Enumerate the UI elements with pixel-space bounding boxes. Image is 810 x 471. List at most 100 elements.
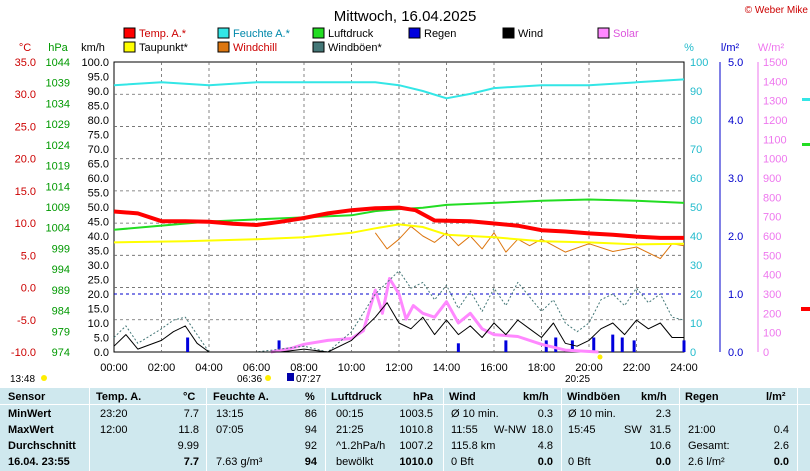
tick-label-hum: 70 (690, 144, 702, 156)
tick-label-temp: -5.0 (17, 315, 36, 327)
tick-label-rain: 1.0 (728, 289, 743, 301)
tick-label-solar: 200 (763, 308, 781, 320)
tick-label-temp: 5.0 (21, 250, 36, 262)
tick-label-press: 1039 (46, 78, 70, 90)
header-hum: Feuchte A. (213, 391, 269, 403)
tick-label-solar: 1100 (763, 134, 787, 146)
tick-label-press: 1024 (46, 140, 70, 152)
series-line-taupunkt (113, 223, 685, 246)
table-cell-wind-desc: 0 Bft (451, 456, 474, 468)
tick-label-press: 999 (52, 243, 70, 255)
tick-label-hum: 90 (690, 86, 702, 98)
axis-label-temp: °C (19, 42, 31, 54)
tick-label-wind: 80.0 (88, 115, 109, 127)
tick-label-wind: 55.0 (88, 188, 109, 200)
edge-marker-hum (802, 98, 810, 101)
table-cell-temp-time: 12:00 (100, 424, 128, 436)
header-sensor: Sensor (8, 391, 46, 403)
tick-label-wind: 60.0 (88, 173, 109, 185)
series-line-windchill (374, 225, 685, 260)
tick-label-rain: 0.0 (728, 347, 743, 359)
legend-swatch (502, 27, 515, 39)
series-line-temp-a (113, 205, 684, 240)
statistics-table: Sensor Temp. A. °C Feuchte A. % Luftdruc… (0, 388, 810, 471)
tick-label-wind: 45.0 (88, 217, 109, 229)
tick-label-press: 1019 (46, 161, 70, 173)
table-cell-press-time: ^1.2hPa/h (336, 440, 386, 452)
table-cell-press-val: 1007.2 (399, 440, 433, 452)
tick-label-hum: 0 (690, 347, 696, 359)
legend-label: Windböen* (328, 42, 383, 54)
table-cell-hum-time: 13:15 (216, 408, 244, 420)
tick-label-wind: 65.0 (88, 159, 109, 171)
table-cell-gust-dir: SW (624, 424, 642, 436)
tick-label-hum: 30 (690, 260, 702, 272)
table-cell-wind-desc: 11:55 (451, 424, 478, 436)
tick-label-wind: 85.0 (88, 101, 109, 113)
axis-label-solar: W/m² (758, 42, 785, 54)
header-rain-unit: l/m² (766, 391, 786, 403)
table-cell-gust-desc: 15:45 (568, 424, 596, 436)
tick-label-x: 02:00 (148, 362, 176, 374)
table-cell-hum-val: 94 (304, 424, 317, 436)
tick-label-press: 1034 (46, 98, 70, 110)
rain-bar (277, 340, 281, 352)
tick-label-press: 1014 (46, 181, 70, 193)
tick-label-hum: 40 (690, 231, 702, 243)
legend-label: Solar (613, 28, 639, 40)
tick-label-wind: 5.0 (94, 333, 109, 345)
tick-label-x: 04:00 (195, 362, 223, 374)
tick-label-rain: 5.0 (728, 57, 743, 69)
table-cell-press-time: 00:15 (336, 408, 364, 420)
weather-chart: Mittwoch, 16.04.2025 © Weber Mike Temp. A.… (10, 5, 810, 385)
axis-label-rain: l/m² (721, 42, 740, 54)
header-wind-unit: km/h (523, 391, 549, 403)
table-cell-wind-val: 18.0 (531, 424, 553, 436)
chart-title: Mittwoch, 16.04.2025 (334, 8, 477, 25)
tick-label-solar: 1400 (763, 76, 787, 88)
tick-label-x: 20:00 (575, 362, 603, 374)
table-cell-label: Durchschnitt (8, 440, 76, 452)
tick-label-solar: 1200 (763, 115, 787, 127)
tick-label-solar: 500 (763, 250, 781, 262)
table-cell-wind-desc: 115.8 km (451, 440, 496, 452)
table-cell-wind-val: 4.8 (537, 440, 553, 452)
table-cell-wind-val: 0.0 (537, 456, 553, 468)
tick-label-press: 989 (52, 285, 70, 297)
tick-label-press: 1004 (46, 223, 70, 235)
tick-label-wind: 50.0 (88, 202, 109, 214)
table-cell-rain-val: 2.6 (773, 440, 789, 452)
table-cell-temp-time: 23:20 (100, 408, 128, 420)
legend-swatch (408, 27, 421, 39)
tick-label-temp: 0.0 (21, 283, 36, 295)
tick-label-hum: 100 (690, 57, 708, 69)
time-label-left: 13:48 (10, 374, 35, 385)
tick-label-temp: 20.0 (15, 154, 36, 166)
tick-label-solar: 0 (763, 347, 769, 359)
tick-label-wind: 70.0 (88, 144, 109, 156)
tick-label-hum: 20 (690, 289, 702, 301)
table-cell-gust-val: 0.0 (655, 456, 671, 468)
tick-label-x: 24:00 (670, 362, 698, 374)
table-cell-label: 16.04. 23:55 (8, 456, 70, 468)
table-cell-label: MinWert (8, 408, 52, 420)
table-cell-temp-val: 11.8 (178, 424, 199, 436)
table-cell-hum-time: 07:05 (216, 424, 244, 436)
tick-label-temp: 15.0 (15, 186, 36, 198)
table-cell-rain-time: 21:00 (688, 424, 716, 436)
legend-swatch (217, 27, 230, 39)
table-cell-press-val: 1003.5 (399, 408, 433, 420)
rain-bar (504, 340, 508, 352)
table-cell-temp-val: 9.99 (177, 440, 199, 452)
tick-label-wind: 10.0 (88, 318, 109, 330)
legend-label: Windchill (233, 42, 277, 54)
tick-label-wind: 30.0 (88, 260, 109, 272)
tick-label-x: 22:00 (623, 362, 651, 374)
tick-label-x: 18:00 (528, 362, 556, 374)
sunrise-marker (287, 373, 294, 381)
tick-label-solar: 700 (763, 212, 781, 224)
tick-label-press: 984 (52, 306, 70, 318)
tick-label-hum: 10 (690, 318, 702, 330)
tick-label-wind: 100.0 (81, 57, 109, 69)
rain-bar (632, 340, 636, 352)
